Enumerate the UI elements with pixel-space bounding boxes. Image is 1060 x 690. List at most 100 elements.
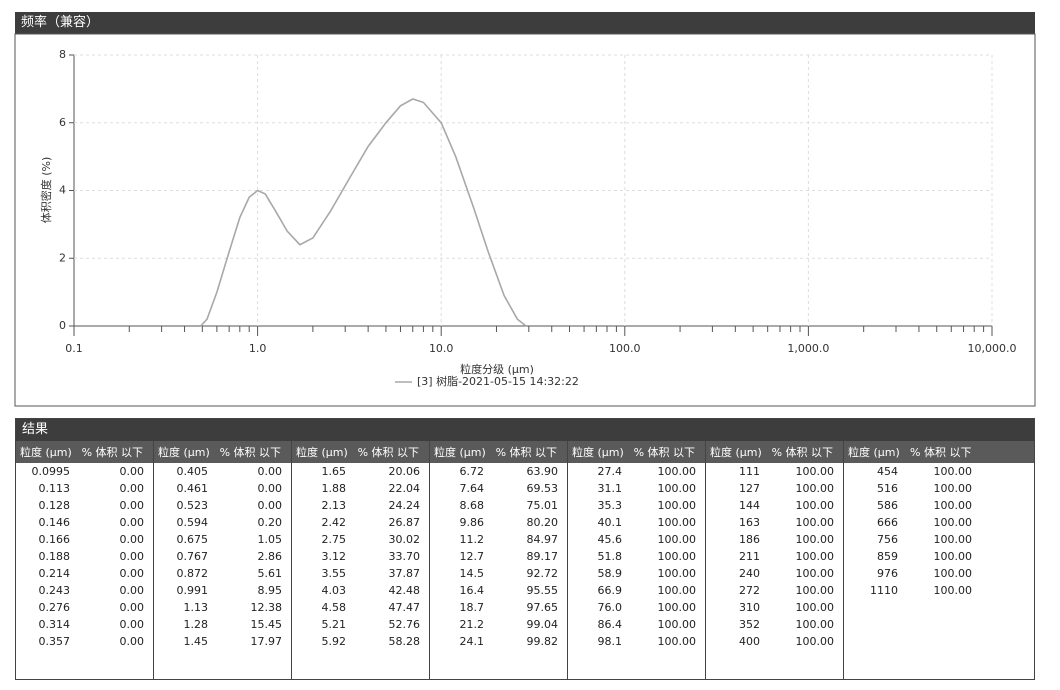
percent-cell: 100.00 (657, 601, 697, 614)
data-line (200, 98, 527, 327)
size-cell: 272 (739, 584, 760, 597)
percent-cell: 0.00 (119, 550, 145, 563)
table-row: 4.58 47.47 (292, 599, 429, 616)
size-cell: 111 (739, 465, 760, 478)
table-row: 9.86 80.20 (430, 514, 567, 531)
table-row: 976 100.00 (844, 565, 1034, 582)
percent-cell: 0.00 (119, 618, 145, 631)
results-table: 结果 粒度 (μm)% 体积 以下 0.0995 0.00 0.113 0.00 0.12… (15, 418, 1035, 680)
size-cell: 12.7 (459, 550, 485, 563)
y-tick-label: 2 (59, 251, 66, 264)
table-group: 粒度 (μm) % 体积 以下 27.4 100.00 31.1 100.00 35.3 10… (568, 441, 706, 680)
x-tick-label: 100.0 (609, 342, 641, 355)
table-row: 3.12 33.70 (292, 548, 429, 565)
percent-cell: 17.97 (250, 635, 283, 648)
table-row: 11.2 84.97 (430, 531, 567, 548)
size-cell: 0.767 (176, 550, 209, 563)
percent-cell: 0.00 (119, 533, 145, 546)
table-row: 1.88 22.04 (292, 480, 429, 497)
percent-cell: 100.00 (795, 550, 835, 563)
size-cell: 0.357 (38, 635, 71, 648)
table-row: 6.72 63.90 (430, 463, 567, 480)
percent-cell: 20.06 (388, 465, 421, 478)
column-header: 粒度 (μm) (710, 446, 762, 459)
legend-label: [3] 树脂-2021-05-15 14:32:22 (417, 374, 579, 388)
table-row: 211 100.00 (706, 548, 843, 565)
percent-cell: 30.02 (388, 533, 421, 546)
column-header-row: 粒度 (μm) % 体积 以下 (706, 441, 843, 463)
chart-frame (14, 33, 1036, 407)
percent-cell: 0.00 (119, 601, 145, 614)
table-row: 586 100.00 (844, 497, 1034, 514)
percent-cell: 63.90 (526, 465, 559, 478)
percent-cell: 100.00 (657, 618, 697, 631)
size-cell: 24.1 (459, 635, 485, 648)
percent-cell: 100.00 (933, 465, 973, 478)
table-row: 0.523 0.00 (154, 497, 291, 514)
size-cell: 4.03 (321, 584, 347, 597)
x-tick-label: 10.0 (429, 342, 454, 355)
size-cell: 586 (877, 499, 898, 512)
size-cell: 756 (877, 533, 898, 546)
percent-cell: 0.00 (119, 499, 145, 512)
size-cell: 4.58 (321, 601, 347, 614)
column-header: % 体积 以下 (357, 446, 420, 459)
size-cell: 1.88 (321, 482, 347, 495)
table-row: 0.243 0.00 (16, 582, 153, 599)
percent-cell: 2.86 (257, 550, 283, 563)
size-cell: 9.86 (459, 516, 485, 529)
size-cell: 859 (877, 550, 898, 563)
x-tick-label: 1.0 (249, 342, 267, 355)
percent-cell: 15.45 (250, 618, 283, 631)
table-row: 5.21 52.76 (292, 616, 429, 633)
size-cell: 1.13 (183, 601, 209, 614)
percent-cell: 100.00 (795, 635, 835, 648)
size-cell: 8.68 (459, 499, 485, 512)
table-row: 111 100.00 (706, 463, 843, 480)
size-cell: 0.405 (176, 465, 209, 478)
percent-cell: 0.00 (257, 482, 283, 495)
column-header: % 体积 以下 (633, 446, 696, 459)
size-cell: 516 (877, 482, 898, 495)
table-row: 98.1 100.00 (568, 633, 705, 650)
size-cell: 0.166 (38, 533, 71, 546)
column-header: % 体积 以下 (495, 446, 558, 459)
percent-cell: 100.00 (657, 482, 697, 495)
percent-cell: 24.24 (388, 499, 421, 512)
size-cell: 76.0 (597, 601, 623, 614)
table-row: 24.1 99.82 (430, 633, 567, 650)
size-cell: 0.113 (38, 482, 71, 495)
table-row: 7.64 69.53 (430, 480, 567, 497)
percent-cell: 100.00 (795, 601, 835, 614)
column-header-row: 粒度 (μm) % 体积 以下 (292, 441, 429, 463)
size-cell: 0.461 (176, 482, 209, 495)
size-cell: 40.1 (597, 516, 623, 529)
size-cell: 666 (877, 516, 898, 529)
x-axis-label: 粒度分级 (μm) (460, 362, 534, 376)
table-row: 0.767 2.86 (154, 548, 291, 565)
percent-cell: 100.00 (657, 499, 697, 512)
chart-header: 频率（兼容） (15, 12, 1035, 34)
table-group: 粒度 (μm) % 体积 以下 1.65 20.06 1.88 22.04 2.13 24.2… (292, 441, 430, 680)
size-cell: 0.0995 (31, 465, 71, 478)
table-row: 1.45 17.97 (154, 633, 291, 650)
table-row: 454 100.00 (844, 463, 1034, 480)
table-row: 272 100.00 (706, 582, 843, 599)
percent-cell: 42.48 (388, 584, 421, 597)
percent-cell: 0.00 (257, 499, 283, 512)
percent-cell: 100.00 (657, 533, 697, 546)
percent-cell: 0.00 (119, 584, 145, 597)
size-cell: 45.6 (597, 533, 623, 546)
size-cell: 0.188 (38, 550, 71, 563)
size-cell: 0.214 (38, 567, 71, 580)
size-cell: 1.28 (183, 618, 209, 631)
size-cell: 0.991 (176, 584, 209, 597)
table-row: 12.7 89.17 (430, 548, 567, 565)
size-cell: 86.4 (597, 618, 623, 631)
percent-cell: 52.76 (388, 618, 421, 631)
percent-cell: 100.00 (657, 635, 697, 648)
size-cell: 11.2 (459, 533, 485, 546)
table-row: 40.1 100.00 (568, 514, 705, 531)
table-row: 45.6 100.00 (568, 531, 705, 548)
table-row: 1.65 20.06 (292, 463, 429, 480)
